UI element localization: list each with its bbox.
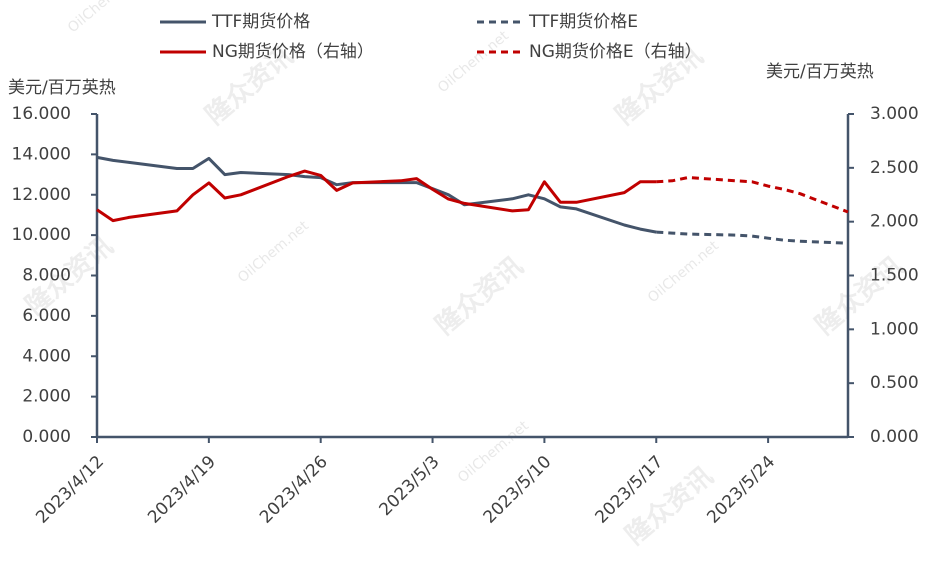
legend-label: TTF期货价格E [528,12,638,32]
series-line [656,230,849,245]
y-tick-label: 8.000 [22,266,71,286]
watermark: OilChem.net [645,238,722,307]
watermark: 隆众资讯 [430,251,529,341]
legend-label: TTF期货价格 [211,12,310,32]
y-tick-label: 16.000 [12,104,71,124]
y-tick-label: 10.000 [12,225,71,245]
y2-axis-label: 美元/百万英热 [766,62,874,82]
y2-tick-label: 2.500 [870,158,919,178]
y2-tick-label: 1.500 [870,266,919,286]
y2-tick-label: 0.500 [870,373,919,393]
x-tick-label: 2023/4/26 [256,452,332,528]
y-tick-label: 0.000 [22,427,71,447]
watermark: OilChem.net [435,28,512,97]
watermark: OilChem.net [65,0,142,36]
watermark: OilChem.net [235,218,312,287]
legend-label: NG期货价格（右轴） [212,42,374,62]
y-tick-label: 6.000 [22,306,71,326]
legend-label: NG期货价格E（右轴） [529,42,702,62]
series-line [96,169,657,223]
y2-tick-label: 2.000 [870,212,919,232]
x-tick-label: 2023/4/12 [32,452,108,528]
y2-tick-label: 3.000 [870,104,919,124]
y-tick-label: 12.000 [12,185,71,205]
y-tick-label: 14.000 [12,144,71,164]
series-line [96,155,657,234]
series-line [656,176,849,214]
x-tick-label: 2023/4/19 [144,452,220,528]
y2-tick-label: 0.000 [870,427,919,447]
x-tick-label: 2023/5/3 [375,452,443,520]
y-tick-label: 2.000 [22,387,71,407]
y2-tick-label: 1.000 [870,319,919,339]
y-axis-label: 美元/百万英热 [8,78,116,98]
y-tick-label: 4.000 [22,346,71,366]
x-tick-label: 2023/5/24 [703,452,779,528]
